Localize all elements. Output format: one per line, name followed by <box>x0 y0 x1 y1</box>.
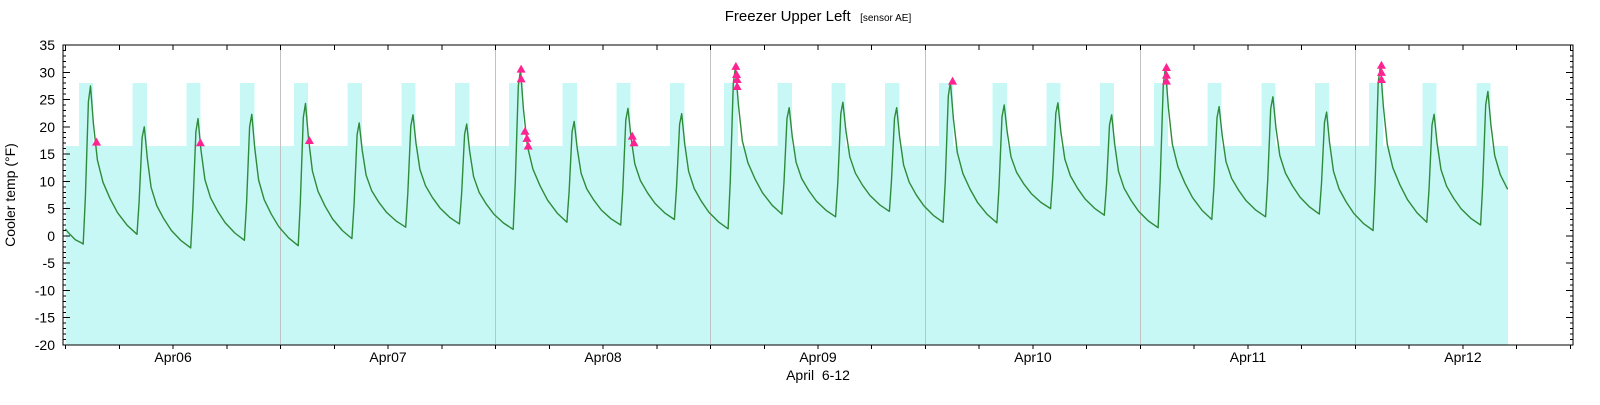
defrost-block <box>78 83 94 345</box>
defrost-block <box>777 83 792 345</box>
defrost-block <box>1207 83 1222 345</box>
temperature-line <box>64 65 1509 249</box>
defrost-block <box>723 83 739 345</box>
defrost-block <box>240 83 255 345</box>
alarm-marker <box>516 74 526 83</box>
defrost-block <box>1368 83 1383 345</box>
y-axis-title: Cooler temp (°F) <box>2 143 18 247</box>
x-day-label: Apr08 <box>584 349 622 365</box>
alarm-marker <box>629 138 639 147</box>
y-tick-label: -5 <box>43 255 56 271</box>
defrost-block <box>401 83 416 345</box>
y-tick-label: -10 <box>35 282 55 298</box>
y-tick-label: 20 <box>39 119 55 135</box>
defrost-block <box>508 83 524 345</box>
defrost-block <box>938 83 954 345</box>
x-day-label: Apr06 <box>154 349 192 365</box>
y-tick-label: 25 <box>39 92 55 108</box>
y-tick-label: 5 <box>47 201 55 217</box>
defrost-block <box>347 83 362 345</box>
defrost-block <box>1476 83 1491 345</box>
alarm-marker <box>627 131 637 140</box>
y-tick-label: 0 <box>47 228 55 244</box>
alarm-marker <box>195 138 205 147</box>
defrost-block <box>992 83 1007 345</box>
defrost-block <box>293 83 309 345</box>
y-tick-label: 35 <box>39 37 55 53</box>
alarm-marker <box>732 82 742 91</box>
defrost-block <box>831 83 846 345</box>
alarm-marker <box>1376 67 1386 76</box>
tick-label-layer: -20 -15 -10 -5 0 5 10 15 20 25 30 35 Apr06 Apr07 Apr08… <box>35 37 1482 365</box>
defrost-block <box>132 83 147 345</box>
y-tick-label: 10 <box>39 173 55 189</box>
defrost-block <box>1315 83 1330 345</box>
alarm-marker <box>304 136 314 145</box>
alarm-marker <box>1161 62 1171 71</box>
defrost-block <box>1422 83 1437 345</box>
alarm-marker <box>732 74 742 83</box>
defrost-block <box>885 83 900 345</box>
alarm-marker <box>1161 76 1171 85</box>
temperature-series-layer <box>64 65 1509 249</box>
alarm-marker <box>1376 60 1386 69</box>
day-grid-layer <box>280 46 1356 344</box>
alarm-marker <box>92 137 102 146</box>
x-day-label: Apr10 <box>1014 349 1052 365</box>
y-tick-label: -15 <box>35 310 55 326</box>
axis-layer <box>62 44 1574 349</box>
alarm-marker <box>948 76 958 85</box>
alarm-marker <box>522 133 532 142</box>
y-tick-label: 15 <box>39 146 55 162</box>
x-axis-title: April 6-12 <box>786 367 850 383</box>
chart-title-suffix: [sensor AE] <box>860 13 911 24</box>
x-day-label: Apr11 <box>1230 349 1267 365</box>
defrost-block <box>1261 83 1276 345</box>
chart-title: Freezer Upper Left [sensor AE] <box>725 8 912 25</box>
y-tick-label: 30 <box>39 64 55 80</box>
y-tick-label: -20 <box>35 337 55 353</box>
alarm-marker <box>1376 74 1386 83</box>
defrost-block <box>1046 83 1061 345</box>
defrost-block <box>186 83 201 345</box>
x-day-label: Apr12 <box>1444 349 1482 365</box>
alarm-marker <box>732 70 742 79</box>
alarm-marker <box>1161 70 1171 79</box>
defrost-block <box>670 83 685 345</box>
alarm-marker <box>520 126 530 135</box>
defrost-block <box>455 83 470 345</box>
alarm-marker <box>516 64 526 73</box>
defrost-block <box>1153 83 1168 345</box>
defrost-block <box>616 83 631 345</box>
alarm-marker <box>731 61 741 70</box>
defrost-block <box>562 83 577 345</box>
alarm-marker-layer <box>92 60 1386 150</box>
x-day-label: Apr07 <box>369 349 407 365</box>
alarm-marker <box>523 141 533 150</box>
chart-title-main: Freezer Upper Left <box>725 8 852 25</box>
defrost-block <box>1100 83 1115 345</box>
x-day-label: Apr09 <box>799 349 837 365</box>
